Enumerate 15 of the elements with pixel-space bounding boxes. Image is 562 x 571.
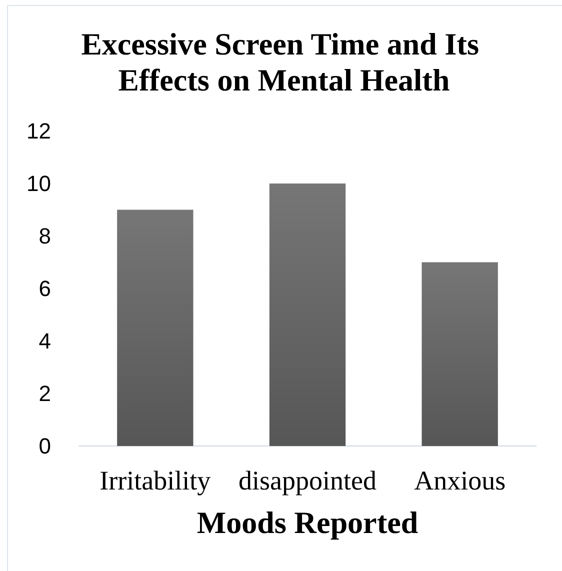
y-tick-label: 10 <box>26 171 51 196</box>
x-tick-label: Irritability <box>100 466 212 496</box>
chart-title: Excessive Screen Time and Its Effects on Mental Health <box>81 26 487 98</box>
bar <box>422 262 498 446</box>
y-tick-label: 4 <box>38 328 51 354</box>
y-tick-label: 8 <box>38 224 51 248</box>
x-axis-title: Moods Reported <box>196 505 418 540</box>
y-tick-label: 2 <box>38 381 51 406</box>
bar <box>117 210 194 446</box>
y-tick-label: 12 <box>26 118 51 144</box>
x-tick-label: Anxious <box>414 466 506 496</box>
x-tick-label: disappointed <box>238 466 377 496</box>
bar <box>269 184 346 446</box>
y-tick-label: 6 <box>38 276 51 301</box>
y-tick-label: 0 <box>38 434 51 458</box>
